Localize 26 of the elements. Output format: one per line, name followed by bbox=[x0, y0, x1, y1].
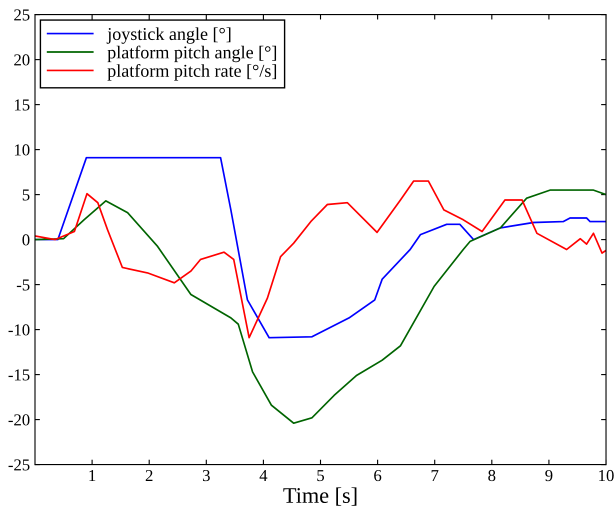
y-tick-label: -5 bbox=[16, 279, 30, 291]
line-series bbox=[35, 189, 606, 424]
legend-label: platform pitch angle [°] bbox=[108, 46, 276, 62]
x-tick-label: 7 bbox=[432, 470, 438, 482]
x-tick-label: 10 bbox=[599, 470, 614, 482]
legend-label: platform pitch rate [°/s] bbox=[108, 64, 276, 81]
x-tick-label: 4 bbox=[260, 470, 268, 482]
x-tick-label: 8 bbox=[488, 470, 496, 482]
y-tick-label: 25 bbox=[14, 9, 30, 21]
legend-label: joystick angle [°] bbox=[106, 27, 230, 44]
x-tick-label: 9 bbox=[545, 470, 552, 482]
y-tick-label: -15 bbox=[8, 369, 30, 381]
y-tick-label: 10 bbox=[14, 144, 30, 156]
x-tick-label: 6 bbox=[374, 470, 382, 482]
x-tick-label: 1 bbox=[89, 470, 96, 482]
x-tick-label: 5 bbox=[317, 470, 324, 482]
y-tick-label: 20 bbox=[14, 54, 30, 66]
x-tick-label: 2 bbox=[146, 470, 152, 482]
x-axis-title: Time [s] bbox=[283, 487, 356, 506]
x-tick-label: 3 bbox=[202, 470, 210, 482]
y-tick-label: -10 bbox=[8, 324, 30, 336]
y-tick-label: 15 bbox=[14, 99, 30, 111]
y-tick-label: 0 bbox=[22, 234, 30, 246]
y-tick-label: 5 bbox=[22, 189, 30, 201]
y-tick-label: -20 bbox=[8, 414, 30, 426]
y-tick-label: -25 bbox=[8, 459, 30, 471]
